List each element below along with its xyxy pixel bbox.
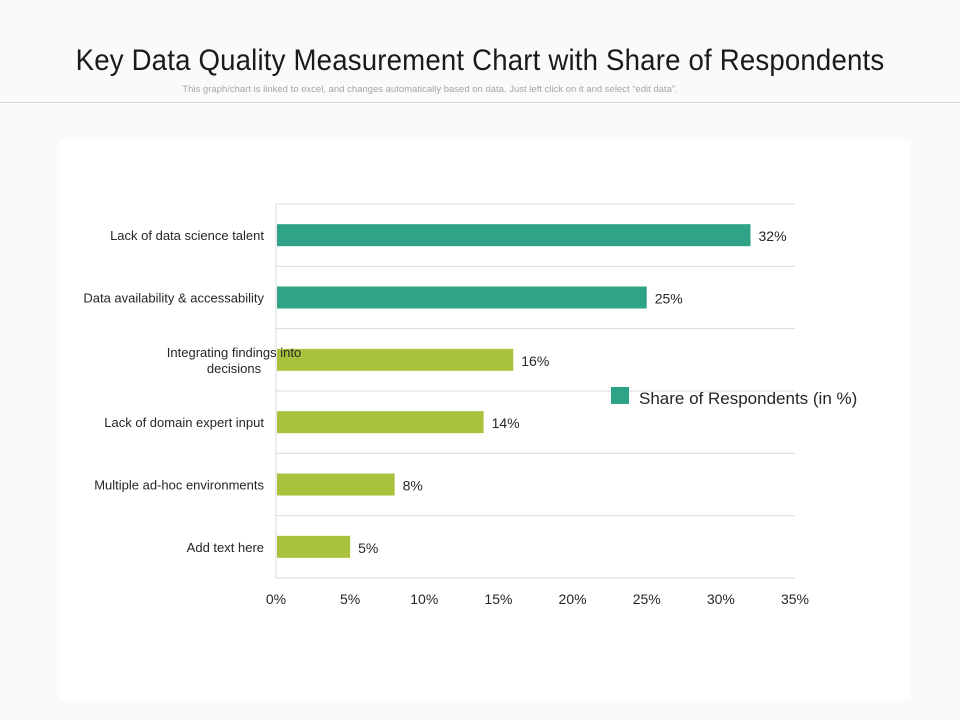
data-label: 25% — [655, 291, 683, 307]
x-tick-label: 35% — [781, 591, 809, 607]
x-tick-label: 10% — [410, 591, 438, 607]
category-label-line: Lack of data science talent — [110, 228, 264, 243]
category-label: Add text here — [187, 540, 264, 555]
category-label: Data availability & accessability — [83, 291, 264, 306]
category-label-line: Data availability & accessability — [83, 291, 264, 306]
x-tick-label: 15% — [484, 591, 512, 607]
category-label: Lack of data science talent — [110, 228, 264, 243]
bar[interactable] — [277, 473, 395, 496]
data-label: 8% — [403, 478, 423, 494]
legend-label: Share of Respondents (in %) — [639, 389, 857, 408]
data-label: 16% — [521, 353, 549, 369]
category-label-line: Lack of domain expert input — [104, 415, 264, 430]
bar[interactable] — [277, 348, 514, 371]
x-tick-label: 25% — [633, 591, 661, 607]
bar[interactable] — [277, 224, 751, 247]
bar[interactable] — [277, 411, 484, 434]
x-tick-label: 30% — [707, 591, 735, 607]
category-label-line: Add text here — [187, 540, 264, 555]
x-tick-label: 5% — [340, 591, 360, 607]
title-divider — [0, 102, 960, 103]
data-label: 5% — [358, 540, 378, 556]
category-label: Multiple ad-hoc environments — [94, 478, 264, 493]
bar[interactable] — [277, 535, 351, 558]
page-subtitle: This graph/chart is linked to excel, and… — [182, 84, 678, 95]
category-label-line: Integrating findings into — [167, 345, 301, 360]
chart-panel[interactable]: 0% 5% 10% 15% 20% 25% 30% 35% 32% Lack of data sc… — [60, 140, 910, 700]
bar-chart[interactable]: 0% 5% 10% 15% 20% 25% 30% 35% 32% Lack of data sc… — [60, 140, 910, 700]
x-tick-label: 0% — [266, 591, 286, 607]
page-title: Key Data Quality Measurement Chart with … — [75, 44, 885, 77]
data-label: 32% — [759, 228, 787, 244]
category-label: Integrating findings into decisions — [167, 345, 301, 376]
x-tick-label: 20% — [559, 591, 587, 607]
category-label: Lack of domain expert input — [104, 415, 264, 430]
category-label-line: decisions — [207, 361, 262, 376]
data-label: 14% — [492, 415, 520, 431]
category-label-line: Multiple ad-hoc environments — [94, 478, 264, 493]
bar[interactable] — [277, 286, 647, 309]
legend-swatch[interactable] — [611, 387, 629, 404]
